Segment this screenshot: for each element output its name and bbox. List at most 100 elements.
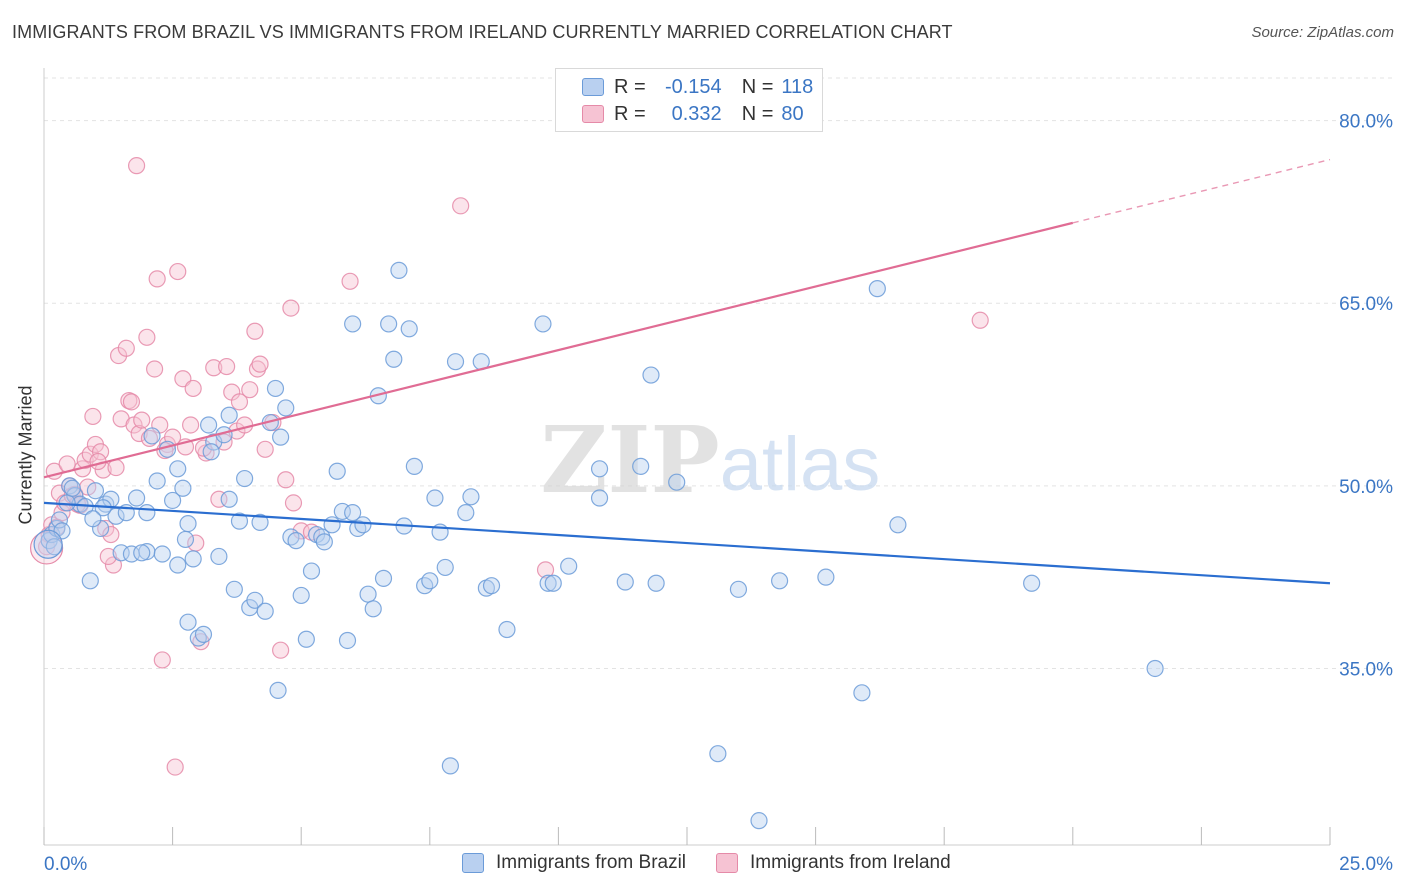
brazil-point xyxy=(544,574,562,592)
ireland-point xyxy=(117,339,135,357)
ireland-swatch-icon xyxy=(716,853,739,873)
legend-r-value: -0.154 xyxy=(664,75,722,98)
watermark: ZIP atlas xyxy=(540,406,880,514)
brazil-point xyxy=(354,516,372,534)
brazil-point xyxy=(169,460,187,478)
brazil-point xyxy=(1146,659,1164,678)
brazil-point xyxy=(266,379,285,398)
ireland-point xyxy=(130,424,148,443)
x-tick-label: 0.0% xyxy=(44,854,87,875)
brazil-point xyxy=(647,574,665,592)
grid-lines xyxy=(44,77,1392,669)
series-legend: Immigrants from Brazil Immigrants from I… xyxy=(462,852,981,874)
brazil-point xyxy=(590,460,609,478)
brazil-point xyxy=(251,513,269,531)
brazil-point xyxy=(176,530,195,549)
brazil-point xyxy=(61,477,79,495)
brazil-point xyxy=(84,510,102,528)
ireland-swatch-icon xyxy=(582,105,604,123)
ireland-point xyxy=(246,322,264,340)
y-tick-label: 50.0% xyxy=(1339,477,1393,498)
brazil-point xyxy=(338,631,357,650)
ireland-point xyxy=(145,360,164,378)
legend-label-ireland: Immigrants from Ireland xyxy=(750,852,951,873)
ireland-point xyxy=(341,272,359,290)
brazil-point xyxy=(642,366,660,384)
brazil-point xyxy=(210,547,228,566)
legend-n-value: 80 xyxy=(781,102,804,125)
watermark-zip: ZIP xyxy=(540,406,719,514)
brazil-point xyxy=(889,516,907,534)
brazil-point xyxy=(770,572,789,590)
ireland-points xyxy=(29,157,989,776)
brazil-point xyxy=(220,490,238,508)
brazil-point xyxy=(148,472,166,490)
brazil-point xyxy=(1023,574,1041,592)
ireland-point xyxy=(251,355,269,373)
brazil-point xyxy=(143,427,161,445)
ireland-point xyxy=(218,357,236,376)
ireland-point xyxy=(282,299,300,317)
ireland-point xyxy=(169,262,187,281)
brazil-point xyxy=(421,572,439,590)
brazil-point xyxy=(277,399,295,417)
brazil-point xyxy=(138,504,156,522)
brazil-point xyxy=(225,580,243,598)
ireland-trend-line xyxy=(43,221,1074,479)
brazil-point xyxy=(200,416,218,434)
brazil-point xyxy=(462,488,480,506)
ireland-point xyxy=(182,416,200,434)
ireland-point xyxy=(241,381,259,399)
brazil-point xyxy=(269,681,287,699)
brazil-point xyxy=(328,462,346,480)
brazil-point xyxy=(457,504,475,522)
source-label: Source: ZipAtlas.com xyxy=(1251,24,1394,41)
y-tick-labels: 35.0% 50.0% 65.0% 80.0% xyxy=(1339,112,1393,681)
brazil-point xyxy=(817,568,835,586)
brazil-point xyxy=(158,440,177,458)
brazil-point xyxy=(436,558,454,577)
brazil-point xyxy=(560,557,578,575)
brazil-point xyxy=(220,406,238,424)
brazil-point xyxy=(133,544,151,562)
brazil-point xyxy=(202,443,220,461)
brazil-point xyxy=(272,428,290,446)
brazil-point xyxy=(853,684,871,702)
brazil-point xyxy=(230,512,249,530)
legend-n-label: N = xyxy=(741,75,774,98)
ireland-point xyxy=(138,328,156,346)
legend-item-brazil[interactable]: Immigrants from Brazil xyxy=(462,852,686,874)
brazil-point xyxy=(534,315,552,333)
legend-r-value: 0.332 xyxy=(671,102,722,125)
y-tick-label: 35.0% xyxy=(1339,659,1393,680)
brazil-point xyxy=(380,315,398,333)
brazil-point xyxy=(315,533,333,551)
y-axis-label: Currently Married xyxy=(15,385,36,525)
brazil-point xyxy=(750,812,768,830)
legend-item-ireland[interactable]: Immigrants from Ireland xyxy=(716,852,951,874)
brazil-point xyxy=(179,613,197,631)
brazil-point xyxy=(385,350,403,368)
brazil-point xyxy=(287,532,305,550)
trend-lines xyxy=(43,158,1331,585)
ireland-point xyxy=(127,157,146,175)
brazil-point xyxy=(446,353,465,371)
ireland-point xyxy=(256,440,274,458)
ireland-point xyxy=(971,311,989,329)
brazil-point xyxy=(153,545,171,563)
y-tick-label: 80.0% xyxy=(1339,112,1393,133)
brazil-point xyxy=(313,528,331,546)
brazil-point xyxy=(127,489,146,507)
brazil-point xyxy=(302,562,321,580)
brazil-point xyxy=(194,625,213,643)
brazil-point xyxy=(81,572,99,590)
brazil-point xyxy=(179,514,197,533)
brazil-point xyxy=(246,591,264,609)
y-tick-label: 65.0% xyxy=(1339,294,1393,315)
correlation-legend: R = -0.154 N = 118 R = 0.332 N = 80 xyxy=(555,68,823,132)
brazil-trend-line xyxy=(43,501,1331,585)
x-tick-label: 25.0% xyxy=(1339,854,1393,875)
brazil-point xyxy=(169,556,187,574)
ireland-point xyxy=(184,379,202,398)
